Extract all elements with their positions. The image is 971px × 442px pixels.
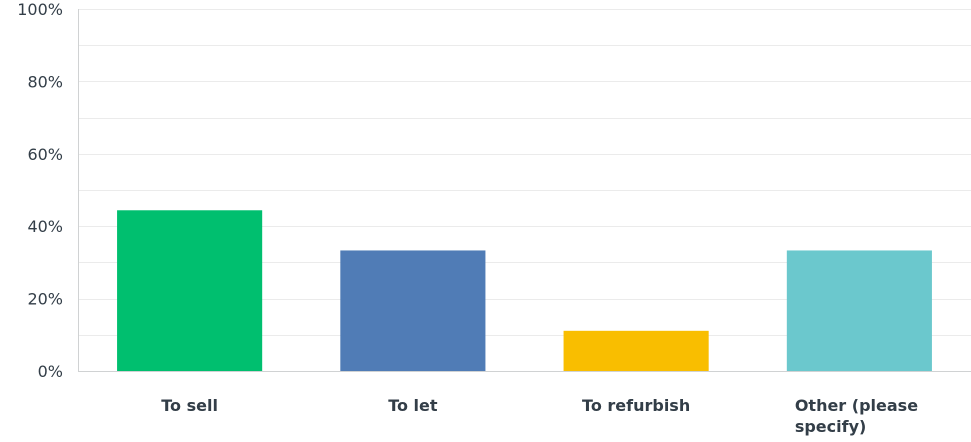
bar <box>117 210 263 371</box>
y-tick-label: 80% <box>27 72 63 91</box>
y-tick-label: 0% <box>38 362 63 381</box>
y-tick-label: 40% <box>27 217 63 236</box>
y-tick-labels: 0% 20% 40% 60% 80% 100% <box>17 0 63 381</box>
bar <box>563 330 709 371</box>
axes <box>78 9 971 372</box>
x-category-label: To let <box>388 396 438 415</box>
x-category-label: To sell <box>161 396 218 415</box>
x-category-label: Other (please specify) <box>795 396 918 436</box>
x-category-label: To refurbish <box>582 396 690 415</box>
y-tick-label: 20% <box>27 290 63 309</box>
bars <box>117 210 932 371</box>
bar <box>340 250 486 371</box>
x-category-labels: To sell To let To refurbish Other (please sp… <box>161 396 918 436</box>
y-tick-label: 100% <box>17 0 63 19</box>
y-tick-label: 60% <box>27 145 63 164</box>
bar <box>786 250 932 371</box>
